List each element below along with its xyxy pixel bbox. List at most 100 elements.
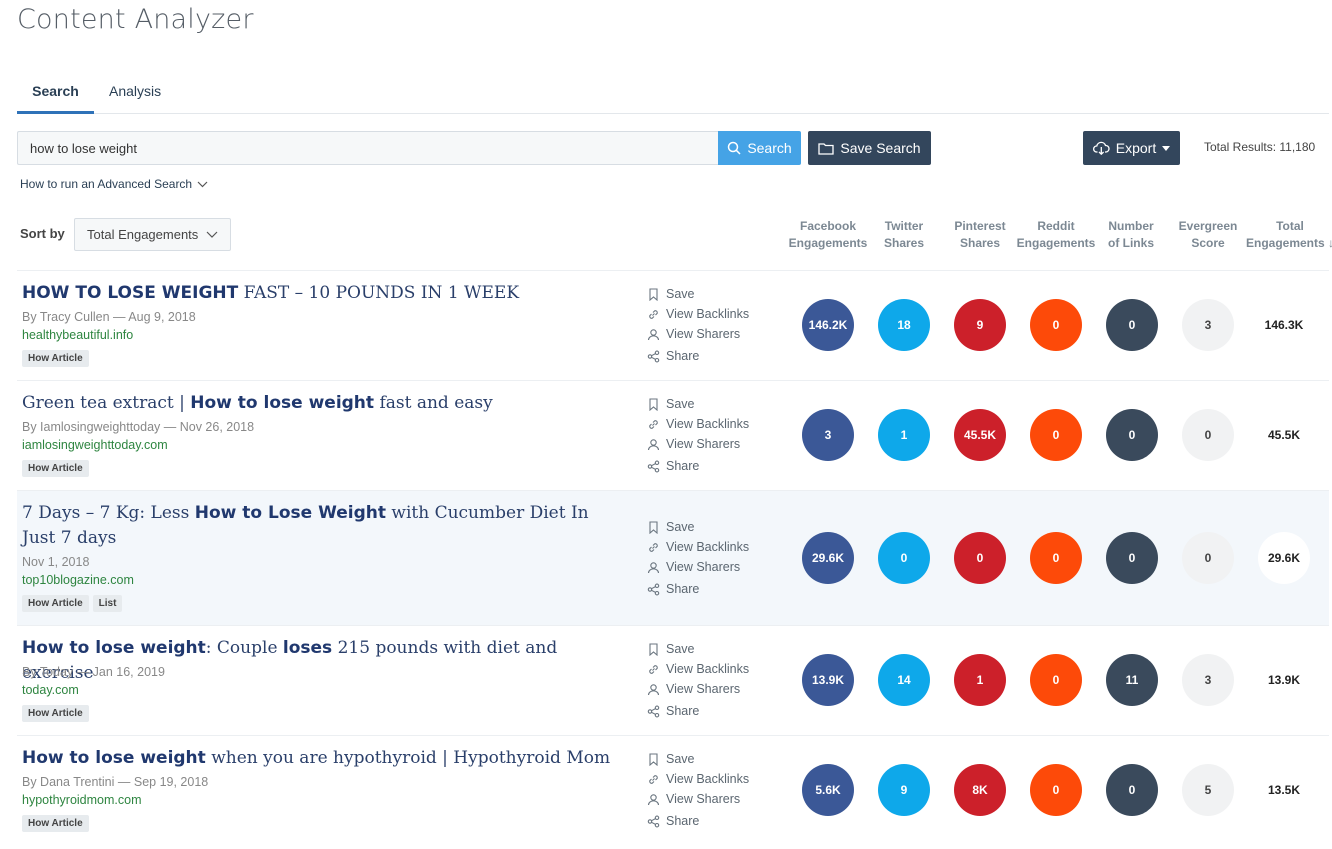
view-sharers-action[interactable]: View Sharers	[647, 679, 749, 699]
user-icon	[647, 793, 660, 805]
col-facebook-engagements[interactable]: Facebook Engagements	[788, 219, 868, 250]
evergreen-score: 3	[1182, 299, 1234, 351]
view-sharers-action[interactable]: View Sharers	[647, 557, 749, 577]
page-title: Content Analyzer	[17, 4, 254, 35]
sort-label: Sort by	[20, 226, 65, 241]
caret-down-icon	[1162, 145, 1171, 151]
save-action-label: Save	[666, 397, 695, 411]
save-search-button[interactable]: Save Search	[808, 131, 931, 165]
advanced-search-link[interactable]: How to run an Advanced Search	[20, 177, 208, 191]
view-backlinks-action[interactable]: View Backlinks	[647, 304, 749, 324]
view-sharers-action-label: View Sharers	[666, 792, 741, 806]
tab-search[interactable]: Search	[17, 70, 94, 114]
result-title-part: How to lose weight	[190, 393, 375, 413]
user-icon	[647, 328, 660, 340]
share-action[interactable]: Share	[647, 701, 749, 721]
result-row: Green tea extract | How to lose weight f…	[17, 380, 1329, 490]
view-sharers-action-label: View Sharers	[666, 437, 741, 451]
view-sharers-action-label: View Sharers	[666, 327, 741, 341]
result-domain[interactable]: top10blogazine.com	[22, 573, 134, 587]
col-pinterest-shares[interactable]: Pinterest Shares	[954, 219, 1006, 250]
share-icon	[647, 350, 660, 362]
evergreen-score: 0	[1182, 409, 1234, 461]
share-action[interactable]: Share	[647, 456, 749, 476]
share-icon	[647, 815, 660, 827]
user-icon	[647, 683, 660, 695]
view-sharers-action[interactable]: View Sharers	[647, 789, 749, 809]
view-backlinks-action[interactable]: View Backlinks	[647, 414, 749, 434]
cloud-download-icon	[1092, 141, 1110, 155]
view-backlinks-action-label: View Backlinks	[666, 540, 750, 554]
advanced-search-label: How to run an Advanced Search	[20, 177, 193, 191]
col-evergreen-score[interactable]: Evergreen Score	[1178, 219, 1238, 250]
result-byline: By Dana Trentini — Sep 19, 2018	[22, 775, 209, 789]
save-action[interactable]: Save	[647, 517, 749, 537]
view-backlinks-action[interactable]: View Backlinks	[647, 659, 749, 679]
facebook-count: 5.6K	[802, 764, 854, 816]
total-results: Total Results: 11,180	[1204, 140, 1316, 154]
bookmark-icon	[649, 520, 658, 534]
pinterest-count: 45.5K	[954, 409, 1006, 461]
share-action-label: Share	[666, 814, 700, 828]
tab-analysis[interactable]: Analysis	[109, 83, 162, 99]
result-title-part: How to lose weight	[22, 748, 206, 768]
reddit-count: 0	[1030, 532, 1082, 584]
result-title[interactable]: HOW TO LOSE WEIGHT FAST – 10 POUNDS IN 1…	[22, 281, 622, 306]
evergreen-score: 0	[1182, 532, 1234, 584]
twitter-count: 0	[878, 532, 930, 584]
reddit-count: 0	[1030, 409, 1082, 461]
col-number-of-links[interactable]: Number of Links	[1107, 219, 1154, 250]
save-action[interactable]: Save	[647, 394, 749, 414]
view-backlinks-action[interactable]: View Backlinks	[647, 537, 749, 557]
result-title-part: : Couple	[205, 638, 283, 658]
twitter-count: 18	[878, 299, 930, 351]
result-tags: How Article	[22, 815, 89, 832]
view-sharers-action[interactable]: View Sharers	[647, 324, 749, 344]
result-title[interactable]: How to lose weight when you are hypothyr…	[22, 746, 622, 771]
search-button[interactable]: Search	[718, 131, 801, 165]
result-domain[interactable]: healthybeautiful.info	[22, 328, 134, 342]
result-title-part: 215 pounds with diet and exercise	[22, 638, 558, 683]
result-title-part: HOW TO LOSE WEIGHT	[22, 283, 239, 303]
link-icon	[649, 774, 658, 784]
sort-select[interactable]: Total Engagements	[74, 218, 231, 251]
bookmark-icon	[649, 287, 658, 301]
result-row: 7 Days – 7 Kg: Less How to Lose Weight w…	[17, 490, 1329, 625]
user-icon	[647, 438, 660, 450]
view-backlinks-action[interactable]: View Backlinks	[647, 769, 749, 789]
search-input[interactable]	[17, 131, 719, 165]
export-button[interactable]: Export	[1083, 131, 1180, 165]
result-title[interactable]: How to lose weight: Couple loses 215 pou…	[22, 636, 622, 686]
result-title[interactable]: Green tea extract | How to lose weight f…	[22, 391, 622, 416]
link-icon	[649, 542, 658, 552]
result-domain[interactable]: today.com	[22, 683, 79, 697]
result-domain[interactable]: hypothyroidmom.com	[22, 793, 142, 807]
content-type-tag: How Article	[22, 595, 89, 612]
facebook-count: 29.6K	[802, 532, 854, 584]
save-action[interactable]: Save	[647, 284, 749, 304]
bookmark-icon	[649, 752, 658, 766]
result-title-part: fast and easy	[374, 393, 493, 413]
col-twitter-shares[interactable]: Twitter Shares	[883, 219, 925, 250]
content-type-tag: How Article	[22, 815, 89, 832]
save-action[interactable]: Save	[647, 639, 749, 659]
content-type-tag: List	[92, 595, 123, 612]
result-tags: How Article	[22, 460, 89, 477]
col-total-engagements[interactable]: Total Engagements ↓	[1245, 219, 1332, 250]
col-reddit-engagements[interactable]: Reddit Engagements	[1016, 219, 1096, 250]
share-action[interactable]: Share	[647, 346, 749, 366]
result-byline: By Tracy Cullen — Aug 9, 2018	[22, 310, 196, 324]
result-title-part: loses	[282, 638, 333, 658]
links-count: 0	[1106, 409, 1158, 461]
result-title-part: 7 Days – 7 Kg: Less	[22, 503, 195, 523]
result-title[interactable]: 7 Days – 7 Kg: Less How to Lose Weight w…	[22, 501, 622, 551]
result-row: How to lose weight: Couple loses 215 pou…	[17, 625, 1329, 735]
result-domain[interactable]: iamlosingweighttoday.com	[22, 438, 168, 452]
view-sharers-action[interactable]: View Sharers	[647, 434, 749, 454]
share-action[interactable]: Share	[647, 579, 749, 599]
share-action[interactable]: Share	[647, 811, 749, 831]
pinterest-count: 0	[954, 532, 1006, 584]
result-actions: Save View Backlinks View Sharers Share	[647, 639, 749, 721]
save-action[interactable]: Save	[647, 749, 749, 769]
links-count: 0	[1106, 532, 1158, 584]
